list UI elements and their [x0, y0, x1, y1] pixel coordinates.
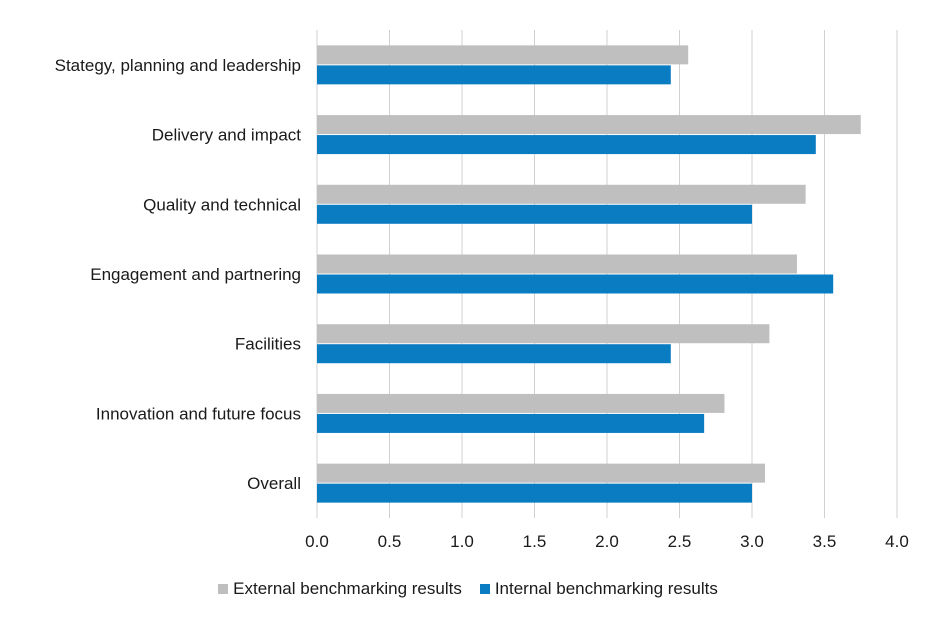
legend-label-external: External benchmarking results	[233, 579, 462, 598]
bar-external	[317, 184, 806, 204]
category-label: Overall	[247, 474, 301, 493]
bar-internal	[317, 413, 705, 433]
category-label: Delivery and impact	[152, 126, 302, 145]
x-tick-label: 2.0	[595, 532, 619, 551]
legend-item-internal: Internal benchmarking results	[479, 579, 718, 599]
category-label: Innovation and future focus	[96, 404, 301, 423]
category-label: Stategy, planning and leadership	[55, 56, 301, 75]
x-tick-label: 2.5	[668, 532, 692, 551]
bar-external	[317, 393, 725, 413]
x-tick-label: 4.0	[885, 532, 909, 551]
bar-internal	[317, 65, 671, 85]
bar-external	[317, 115, 861, 135]
x-tick-label: 1.0	[450, 532, 474, 551]
bar-external	[317, 324, 770, 344]
bar-chart: Stategy, planning and leadership Delivery…	[55, 30, 909, 551]
legend-label-internal: Internal benchmarking results	[494, 579, 718, 598]
bar-external	[317, 463, 766, 483]
legend: External benchmarking results Internal b…	[0, 579, 936, 599]
bar-internal	[317, 135, 816, 155]
x-axis-tick-labels: 0.0 0.5 1.0 1.5 2.0 2.5 3.0 3.5 4.0	[305, 532, 909, 551]
bar-external	[317, 254, 797, 274]
category-label: Engagement and partnering	[90, 265, 301, 284]
legend-swatch-internal	[479, 584, 490, 594]
legend-swatch-external	[218, 584, 229, 594]
x-tick-label: 1.5	[523, 532, 547, 551]
bar-external	[317, 45, 689, 65]
bar-internal	[317, 344, 671, 364]
bar-internal	[317, 274, 834, 294]
bar-internal	[317, 483, 752, 503]
bars	[317, 45, 861, 503]
x-tick-label: 0.0	[305, 532, 329, 551]
x-tick-label: 3.0	[740, 532, 764, 551]
category-label: Facilities	[235, 335, 301, 354]
bar-internal	[317, 204, 752, 224]
gridlines	[316, 30, 898, 518]
category-labels: Stategy, planning and leadership Delivery…	[55, 56, 302, 493]
legend-item-external: External benchmarking results	[218, 579, 462, 599]
x-tick-label: 0.5	[378, 532, 402, 551]
x-tick-label: 3.5	[813, 532, 837, 551]
category-label: Quality and technical	[143, 195, 301, 214]
